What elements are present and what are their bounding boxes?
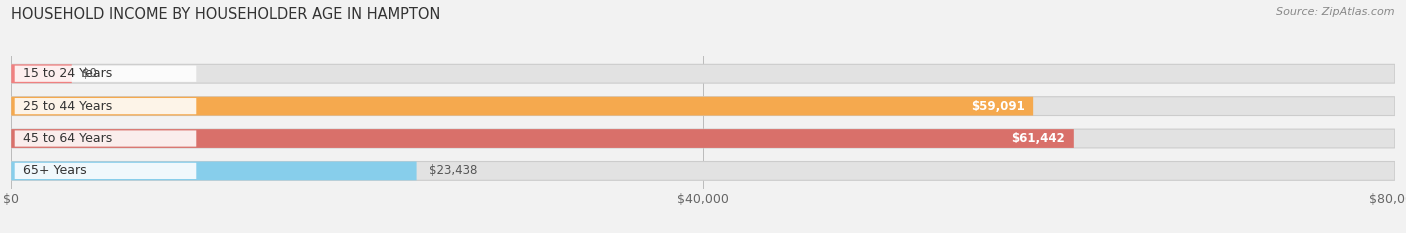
Text: HOUSEHOLD INCOME BY HOUSEHOLDER AGE IN HAMPTON: HOUSEHOLD INCOME BY HOUSEHOLDER AGE IN H… — [11, 7, 440, 22]
FancyBboxPatch shape — [11, 161, 1395, 180]
FancyBboxPatch shape — [11, 97, 1395, 116]
FancyBboxPatch shape — [11, 129, 1074, 148]
FancyBboxPatch shape — [11, 161, 416, 180]
Text: 25 to 44 Years: 25 to 44 Years — [24, 100, 112, 113]
Text: $0: $0 — [82, 67, 97, 80]
Text: $59,091: $59,091 — [970, 100, 1025, 113]
FancyBboxPatch shape — [14, 130, 197, 147]
FancyBboxPatch shape — [14, 163, 197, 179]
Text: 15 to 24 Years: 15 to 24 Years — [24, 67, 112, 80]
Text: $23,438: $23,438 — [429, 164, 477, 177]
FancyBboxPatch shape — [14, 66, 197, 82]
Text: 65+ Years: 65+ Years — [24, 164, 87, 177]
FancyBboxPatch shape — [11, 64, 72, 83]
FancyBboxPatch shape — [11, 64, 1395, 83]
FancyBboxPatch shape — [14, 98, 197, 114]
Text: Source: ZipAtlas.com: Source: ZipAtlas.com — [1277, 7, 1395, 17]
FancyBboxPatch shape — [11, 97, 1033, 116]
FancyBboxPatch shape — [11, 129, 1395, 148]
Text: 45 to 64 Years: 45 to 64 Years — [24, 132, 112, 145]
Text: $61,442: $61,442 — [1011, 132, 1066, 145]
